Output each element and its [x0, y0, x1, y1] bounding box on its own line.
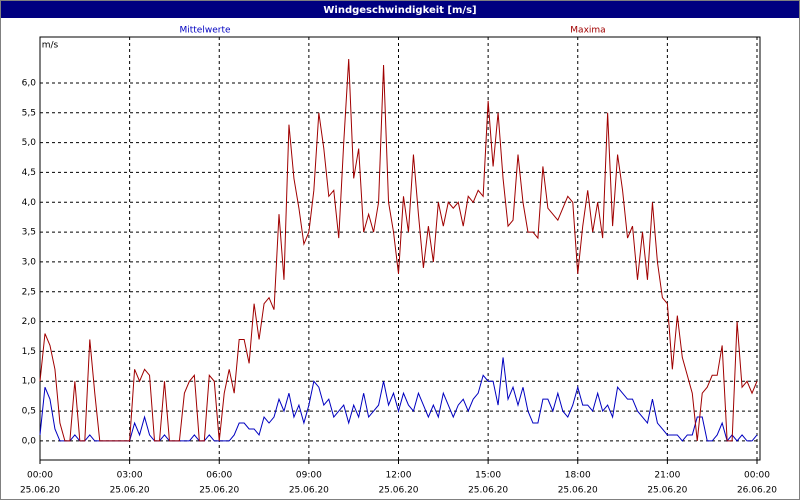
y-tick-label: 0,5: [22, 407, 36, 417]
y-tick-label: 5,0: [22, 138, 37, 148]
y-tick-label: 6,0: [22, 78, 37, 88]
x-tick-label: 15:00: [475, 471, 501, 481]
y-tick-label: 4,0: [22, 198, 37, 208]
y-tick-label: 5,5: [22, 108, 36, 118]
x-tick-date: 25.06.20: [378, 486, 418, 496]
x-tick-label: 12:00: [386, 471, 412, 481]
x-tick-label: 00:00: [27, 471, 53, 481]
legend-label: Maxima: [570, 26, 605, 36]
legend-label: Mittelwerte: [179, 26, 230, 36]
x-tick-date: 25.06.20: [647, 486, 687, 496]
x-tick-label: 03:00: [117, 471, 143, 481]
x-tick-label: 09:00: [296, 471, 322, 481]
y-tick-label: 3,0: [22, 257, 37, 267]
series-line: [39, 59, 758, 442]
y-tick-label: 2,0: [22, 317, 37, 327]
y-tick-label: 3,5: [22, 228, 36, 238]
x-tick-label: 00:00: [744, 471, 770, 481]
y-tick-label: 1,5: [22, 347, 36, 357]
x-tick-label: 06:00: [206, 471, 232, 481]
chart-title: Windgeschwindigkeit [m/s]: [323, 5, 476, 16]
y-tick-label: 1,0: [22, 377, 37, 387]
x-tick-date: 26.06.20: [737, 486, 777, 496]
x-tick-label: 18:00: [565, 471, 591, 481]
x-tick-date: 25.06.20: [110, 486, 150, 496]
x-tick-date: 25.06.20: [20, 486, 60, 496]
x-tick-date: 25.06.20: [289, 486, 329, 496]
y-tick-label: 0,0: [22, 436, 37, 446]
y-tick-label: 4,5: [22, 168, 36, 178]
x-tick-date: 25.06.20: [558, 486, 598, 496]
x-tick-label: 21:00: [654, 471, 680, 481]
y-axis-label: m/s: [42, 41, 59, 51]
y-tick-label: 2,5: [22, 287, 36, 297]
title-bar: [1, 1, 799, 18]
x-tick-date: 25.06.20: [468, 486, 508, 496]
x-tick-date: 25.06.20: [199, 486, 239, 496]
